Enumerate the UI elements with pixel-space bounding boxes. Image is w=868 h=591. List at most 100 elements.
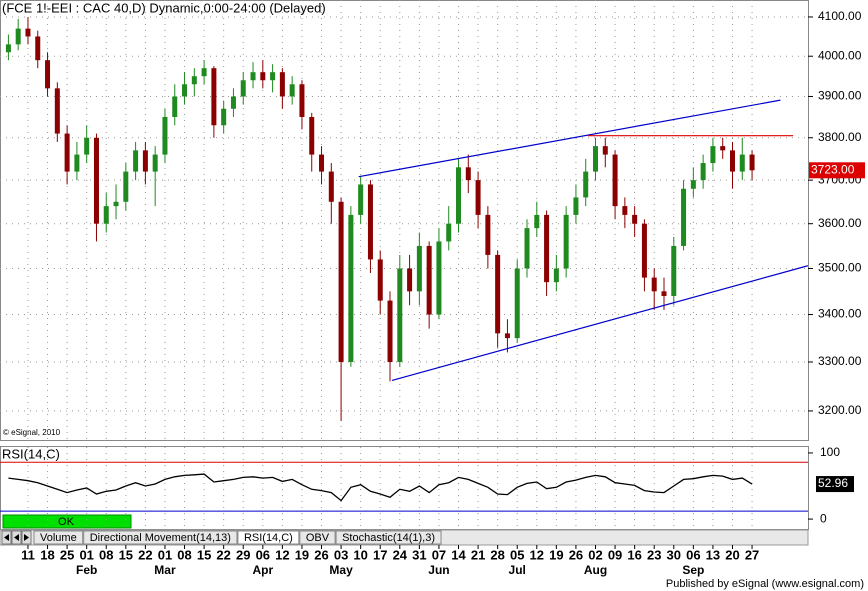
x-tick-label: 23 (647, 547, 661, 562)
x-tick-label: 09 (608, 547, 622, 562)
x-tick-label: 17 (373, 547, 387, 562)
candle-body (84, 137, 90, 155)
candle-body (211, 68, 217, 126)
x-tick-label: 08 (99, 547, 113, 562)
y-tick-label: 0 (820, 511, 827, 525)
x-tick-label: 15 (197, 547, 211, 562)
x-tick-label: 14 (451, 547, 466, 562)
candle-body (358, 184, 364, 215)
x-tick-label: 19 (295, 547, 309, 562)
month-label: Sep (682, 563, 704, 577)
x-tick-label: 13 (706, 547, 720, 562)
candle-body (133, 150, 139, 172)
tab-label[interactable]: Stochastic(14(1),3) (342, 532, 435, 544)
candle-body (641, 223, 647, 278)
last-price-box (809, 162, 865, 179)
candle-body (35, 36, 41, 61)
candle-body (45, 60, 51, 89)
candle-body (5, 44, 11, 53)
x-tick-label: 01 (158, 547, 172, 562)
candle-body (671, 245, 677, 296)
candle-body (250, 72, 256, 81)
y-tick-label: 100 (820, 445, 840, 459)
tab[interactable] (299, 530, 336, 545)
tab-label[interactable]: OBV (306, 532, 330, 544)
candle-body (622, 206, 628, 215)
candle-body (465, 167, 471, 181)
month-label: Jun (428, 563, 449, 577)
candle-body (152, 154, 158, 172)
month-label: May (329, 563, 353, 577)
x-tick-label: 05 (510, 547, 524, 562)
x-tick-label: 11 (21, 547, 35, 562)
month-label: Jul (509, 563, 526, 577)
tab[interactable] (83, 530, 238, 545)
candle-body (397, 268, 403, 363)
tab[interactable] (335, 530, 442, 545)
candle-body (446, 223, 452, 242)
chart-title: (FCE 1!-EEI : CAC 40,D) Dynamic,0:00-24:… (2, 0, 326, 15)
x-tick-label: 03 (334, 547, 348, 562)
y-tick-label: 3500.00 (818, 261, 862, 275)
y-tick-label: 3900.00 (818, 89, 862, 103)
x-tick-label: 21 (471, 547, 485, 562)
tab-label[interactable]: RSI(14,C) (244, 532, 293, 544)
y-tick-label: 3800.00 (818, 130, 862, 144)
status-text: OK (58, 516, 75, 528)
x-tick-label: 22 (138, 547, 152, 562)
candle-body (279, 72, 285, 97)
candle-body (64, 133, 70, 172)
month-label: Mar (154, 563, 176, 577)
candle-body (191, 76, 197, 85)
y-tick-label: 3200.00 (818, 403, 862, 417)
month-label: Apr (252, 563, 273, 577)
tab-label[interactable]: Directional Movement(14,13) (90, 532, 231, 544)
candle-body (504, 333, 510, 339)
candle-body (544, 214, 550, 283)
trendline (358, 99, 781, 178)
candle-body (113, 201, 119, 207)
candle-body (475, 180, 481, 215)
candle-body (387, 300, 393, 363)
x-tick-label: 02 (588, 547, 602, 562)
last-price-label: 3723.00 (811, 162, 855, 176)
x-tick-label: 12 (275, 547, 289, 562)
x-tick-label: 19 (549, 547, 563, 562)
candle-body (123, 171, 129, 202)
x-tick-label: 31 (412, 547, 426, 562)
x-tick-label: 28 (490, 547, 504, 562)
candle-body (700, 163, 706, 181)
candle-body (182, 84, 188, 97)
candle-body (142, 150, 148, 172)
candle-body (162, 116, 168, 155)
footer: Published by eSignal (www.esignal.com) (666, 578, 864, 590)
last-rsi-box (816, 476, 854, 493)
nav-icon (4, 534, 9, 541)
tab[interactable] (237, 530, 300, 545)
y-tick-label: 4000.00 (818, 48, 862, 62)
candle-body (729, 150, 735, 172)
tab-label[interactable]: Volume (40, 532, 77, 544)
x-tick-label: 06 (256, 547, 270, 562)
candle-body (299, 84, 305, 117)
candle-body (416, 245, 422, 292)
candle-body (436, 241, 442, 315)
candle-body (407, 268, 413, 292)
candle-body (573, 197, 579, 215)
candle-body (456, 167, 462, 224)
y-tick-label: 3300.00 (818, 354, 862, 368)
tab[interactable] (33, 530, 84, 545)
candle-body (593, 146, 598, 172)
x-tick-label: 10 (353, 547, 367, 562)
x-tick-label: 27 (745, 547, 759, 562)
candle-body (367, 184, 373, 260)
candle-body (651, 277, 657, 292)
candle-body (54, 88, 60, 134)
x-tick-label: 15 (119, 547, 133, 562)
x-tick-label: 26 (569, 547, 583, 562)
y-tick-label: 3400.00 (818, 307, 862, 321)
nav-buttons[interactable] (1, 530, 32, 545)
copyright: © eSignal, 2010 (3, 428, 61, 437)
